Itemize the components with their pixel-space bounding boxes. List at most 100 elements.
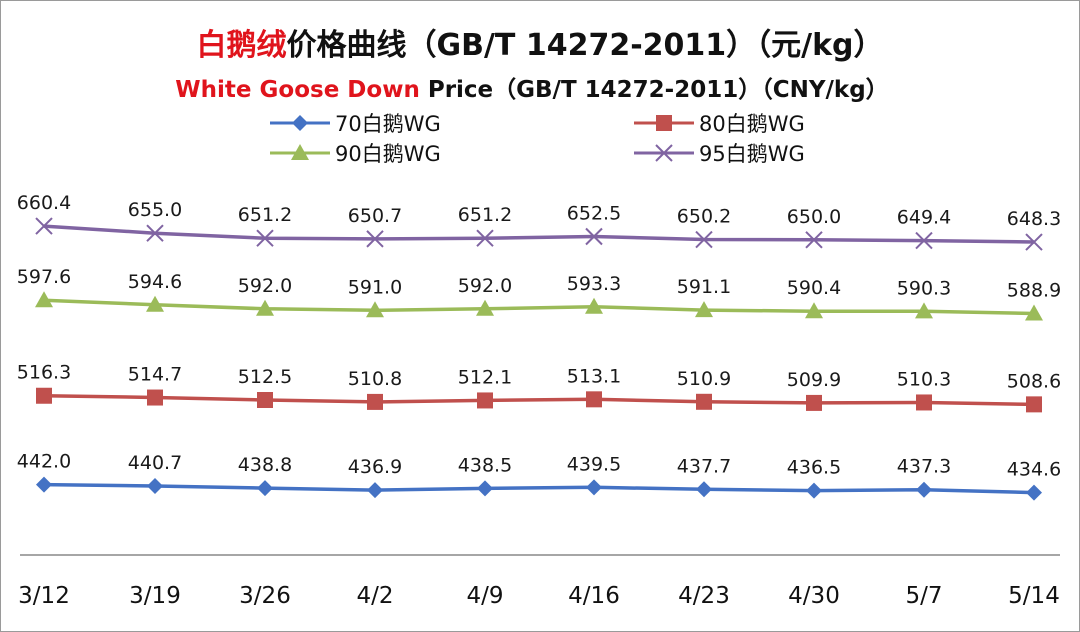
data-point [586,391,602,408]
data-point [695,230,713,249]
data-label: 593.3 [567,273,621,295]
data-label: 510.8 [348,368,402,390]
data-label: 436.5 [787,457,841,479]
data-point [367,393,383,410]
data-label: 648.3 [1007,208,1061,230]
data-label: 438.5 [458,454,512,476]
x-tick-label: 4/2 [356,583,393,609]
data-label: 436.9 [348,456,402,478]
data-point [915,231,933,250]
data-point [257,392,273,408]
data-point [585,227,603,246]
data-label: 651.2 [238,204,292,226]
data-point [1026,396,1042,413]
data-label: 508.6 [1007,370,1061,392]
data-point [805,231,823,249]
data-point [146,295,164,312]
data-point [256,229,274,247]
data-label: 592.0 [458,275,512,297]
series-1: 442.0 440.7 438.8 436.9 438.5 439.5 437.7 436.5… [17,451,1061,501]
data-point [916,394,932,411]
legend-marker-triangle [291,144,309,160]
data-point [585,297,603,314]
data-label: 597.6 [17,266,71,288]
legend-marker-x [655,144,673,162]
legend-item-1: 70白鹅WG [270,112,441,136]
data-label: 650.0 [787,206,841,228]
chart-title-english-rest: Price（GB/T 14272-2011）（CNY/kg） [420,76,889,103]
legend-label: 95白鹅WG [699,142,805,166]
data-label: 660.4 [17,192,71,214]
data-point [366,301,384,318]
data-label: 510.3 [897,368,951,390]
series-4: 660.4 655.0 651.2 650.7 651.2 652.5 650.2 650.0… [17,192,1061,251]
x-tick-label: 3/26 [239,583,291,609]
chart-title-chinese: 白鹅绒价格曲线（GB/T 14272-2011）（元/kg） [196,28,883,63]
legend: 70白鹅WG 80白鹅WG 90白鹅WG 95白鹅WG [270,112,805,166]
data-label: 650.7 [348,205,402,227]
x-axis-ticks: 3/12 3/19 3/26 4/2 4/9 4/16 4/23 4/30 5/7 5/14 [18,583,1060,609]
data-point [36,476,52,493]
data-point [477,480,493,497]
data-label: 437.7 [677,455,731,477]
series-3: 597.6 594.6 592.0 591.0 592.0 593.3 591.1 590.4… [17,266,1061,321]
data-point [256,299,274,316]
series-line [43,224,1035,244]
data-point [477,392,493,409]
legend-item-2: 80白鹅WG [634,112,805,136]
plot-area: 442.0 440.7 438.8 436.9 438.5 439.5 437.7 436.5… [17,192,1061,501]
data-point [35,217,53,235]
data-label: 594.6 [128,271,182,293]
data-point [36,387,52,404]
data-label: 516.3 [17,362,71,384]
legend-label: 90白鹅WG [335,142,441,166]
data-point [696,393,712,410]
data-label: 438.8 [238,454,292,476]
data-point [805,302,823,319]
data-label: 650.2 [677,206,731,228]
data-label: 512.1 [458,366,512,388]
x-tick-label: 4/16 [568,583,620,609]
data-point [806,482,822,499]
x-tick-label: 4/30 [788,583,840,609]
data-point [586,479,602,496]
data-point [146,224,164,242]
chart-title-chinese-rest: 价格曲线（GB/T 14272-2011）（元/kg） [286,28,883,63]
series-2: 516.3 514.7 512.5 510.8 512.1 513.1 510.9 509.9… [17,362,1061,413]
data-point [367,482,383,499]
data-label: 439.5 [567,453,621,475]
legend-label: 70白鹅WG [335,112,441,136]
x-tick-label: 5/7 [905,583,942,609]
data-label: 442.0 [17,451,71,473]
data-point [257,480,273,497]
data-label: 590.3 [897,277,951,299]
data-label: 591.1 [677,276,731,298]
data-label: 509.9 [787,369,841,391]
data-label: 434.6 [1007,459,1061,481]
data-label: 655.0 [128,199,182,221]
data-point [147,389,163,406]
data-point [695,301,713,318]
series-line [43,393,1035,407]
data-label: 652.5 [567,203,621,225]
legend-item-4: 95白鹅WG [634,142,805,166]
legend-marker-diamond [292,115,308,131]
x-tick-label: 5/14 [1008,583,1060,609]
data-label: 513.1 [567,365,621,387]
data-label: 590.4 [787,277,841,299]
data-point [35,291,53,308]
data-point [1026,484,1042,501]
x-tick-label: 3/19 [129,583,181,609]
data-label: 588.9 [1007,279,1061,301]
legend-marker-square [656,115,672,131]
data-point [1025,304,1043,321]
data-point [916,481,932,498]
data-point [147,478,163,495]
data-label: 512.5 [238,366,292,388]
data-label: 651.2 [458,204,512,226]
data-label: 440.7 [128,452,182,474]
data-point [915,302,933,319]
data-label: 514.7 [128,364,182,386]
chart-title-english: White Goose Down Price（GB/T 14272-2011）（… [175,76,888,103]
